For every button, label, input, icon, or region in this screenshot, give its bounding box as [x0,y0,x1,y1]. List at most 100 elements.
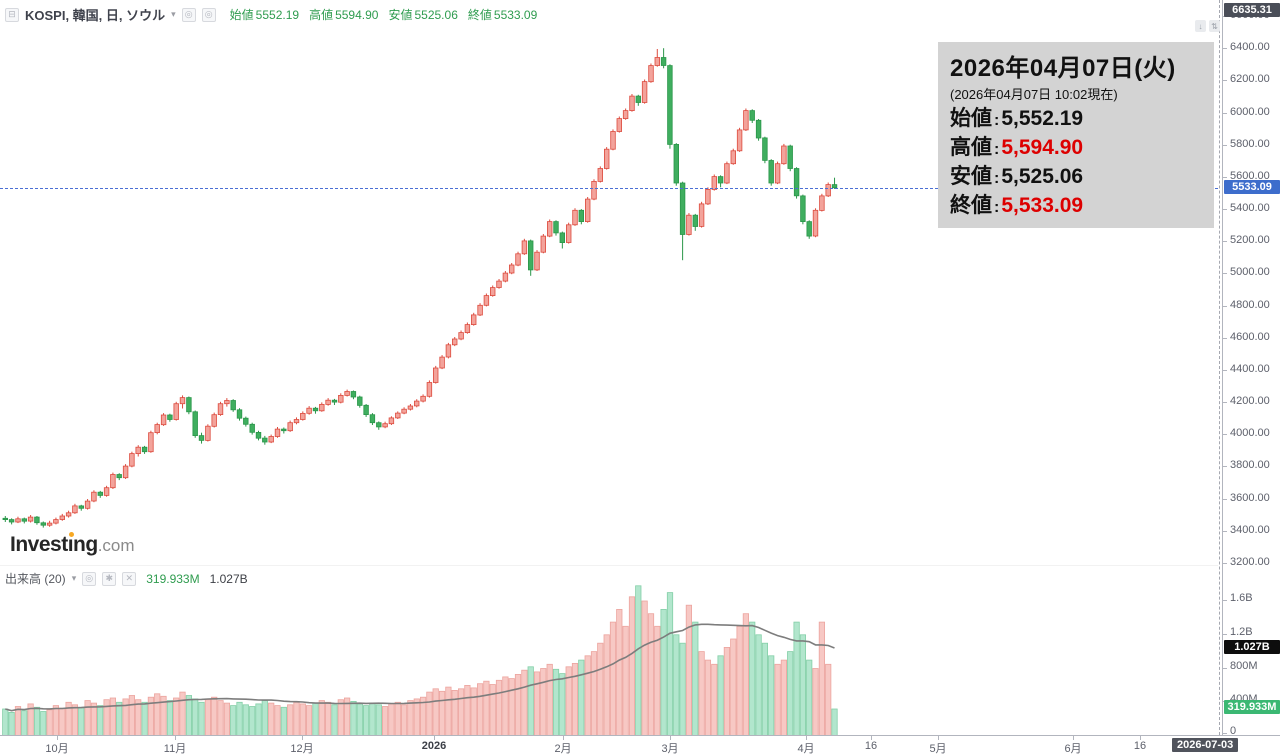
circle-icon[interactable]: ◎ [201,7,216,22]
volume-canvas[interactable] [0,566,1218,736]
volume-bar [742,613,750,736]
pane-buttons: ↓ ⇅ [1195,20,1220,32]
candle-body [667,65,673,145]
candle-body [604,148,610,169]
candle-body [774,163,781,184]
volume-indicator-title[interactable]: 出来高 (20) [5,572,66,586]
volume-bar [40,711,47,736]
candle-body [97,491,103,496]
chevron-down-icon[interactable]: ▾ [71,573,77,583]
candlestick-canvas[interactable] [0,0,1218,565]
candle-body [420,395,426,402]
candle-body [464,324,471,334]
volume-bar [305,705,313,736]
volume-bar [268,702,275,736]
volume-bar [362,705,370,736]
candle-body [451,338,458,346]
candle-body [148,432,154,453]
time-tick-mark [175,736,176,740]
pane-maximize-button[interactable]: ⇅ [1209,20,1220,32]
candle-body [78,505,84,509]
time-tick-mark [434,736,435,740]
candle-body [641,81,648,103]
axis-tick-mark [1223,209,1227,210]
volume-pane[interactable] [0,565,1218,736]
time-tick-mark [302,736,303,740]
candle-body [116,474,122,479]
volume-bar [635,585,642,736]
price-axis[interactable]: 6600.006400.006200.006000.005800.005600.… [1222,0,1280,737]
candle-body [793,168,800,197]
candle-body [179,397,186,405]
pane-down-button[interactable]: ↓ [1195,20,1206,32]
time-axis-label: 6月 [1064,743,1082,755]
time-axis-label: 10月 [45,743,69,755]
volume-bar [692,621,699,736]
candle-body [103,487,110,496]
close-icon[interactable]: ✕ [122,571,137,586]
axis-tick-mark [1223,48,1227,49]
candle-body [483,295,490,306]
volume-bar [768,655,775,736]
volume-bar [527,666,534,736]
volume-bar [21,710,28,736]
symbol-title[interactable]: KOSPI, 韓国, 日, ソウル [25,8,166,23]
candle-body [566,224,572,243]
candle-body [319,403,325,412]
candle-body [268,436,274,443]
candle-body [635,95,641,103]
volume-bar [546,663,553,736]
eye-icon[interactable]: ◎ [82,571,97,586]
volume-bar [78,706,85,736]
volume-bar [274,705,281,736]
candle-body [591,180,597,200]
quote-timestamp: (2026年04月07日 10:02現在) [950,87,1118,102]
chevron-down-icon[interactable]: ▾ [171,9,176,19]
time-tick-mark [1073,736,1074,740]
volume-bar [166,700,173,736]
main-chart-pane[interactable]: Investıng.com [0,0,1218,565]
volume-bar [236,701,243,736]
candle-body [445,344,452,358]
candle-body [749,110,755,121]
volume-bar [660,609,667,736]
candle-body [27,516,34,522]
candle-body [806,221,812,237]
volume-bar [204,699,211,736]
candle-body [534,251,540,271]
volume-current-badge: 319.933M [1224,700,1280,714]
volume-indicator-header: 出来高 (20) ▾ ◎ ✱ ✕ 319.933M 1.027B [5,570,248,587]
volume-bar [426,691,433,736]
volume-bar [730,638,737,736]
volume-current-value: 319.933M [146,571,200,586]
candle-body [477,304,483,316]
candle-body [350,391,357,398]
time-axis[interactable]: 10月 11月 12月 2026 2月 3月 4月 16 5月 6月 16 2026-07-03 [0,735,1280,755]
volume-bar [654,625,661,736]
price-axis-label: 6400.00 [1230,41,1270,53]
volume-bar [711,663,718,736]
volume-bar [831,708,838,736]
candle-body [59,515,65,520]
volume-bar [242,704,249,736]
investing-logo-suffix: .com [97,536,135,555]
candle-body [413,400,420,407]
volume-bar [369,702,376,736]
candle-body [616,118,622,132]
time-tick-mark [563,736,564,740]
axis-tick-mark [1223,531,1227,532]
candle-body [800,195,806,222]
time-tick-mark [806,736,807,740]
candle-body [141,446,148,453]
collapse-panel-icon[interactable]: ⊟ [5,7,19,22]
volume-bar [261,700,268,736]
candle-body [167,414,173,420]
volume-bar [287,704,294,736]
gear-icon[interactable]: ✱ [102,571,117,586]
date-badge: 2026-07-03 [1172,738,1239,752]
ohlc-pair: 終値 5533.09 [467,8,538,22]
quote-row: 始値:5,552.19 [950,107,1084,130]
quote-info-box: 2026年04月07日(火) (2026年04月07日 10:02現在) 始値:… [938,42,1214,228]
candle-body [325,399,331,405]
camera-icon[interactable]: ◎ [181,7,196,22]
